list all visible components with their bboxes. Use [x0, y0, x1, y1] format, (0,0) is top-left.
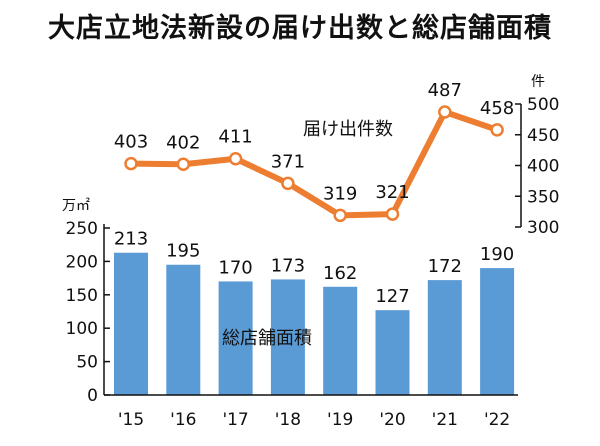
bar-0: [114, 252, 148, 395]
bar-2: [218, 281, 253, 395]
left-tick-label-1: 50: [76, 353, 98, 373]
line-value-label-1: 402: [166, 132, 200, 153]
bar-value-label-2: 170: [218, 257, 252, 278]
bar-5: [375, 310, 410, 395]
bar-value-label-5: 127: [375, 286, 409, 307]
bar-value-label-3: 173: [271, 255, 305, 276]
x-tick-label-7: '22: [484, 410, 510, 430]
bar-6: [427, 280, 462, 395]
x-tick-label-5: '20: [379, 410, 405, 430]
line-point-2: [228, 151, 243, 166]
right-tick-label-0: 300: [527, 218, 559, 238]
right-tick-label-3: 450: [527, 126, 559, 146]
line-point-3: [281, 176, 295, 191]
bar-7: [480, 268, 515, 395]
line-point-5: [385, 207, 400, 221]
line-series-name: 届け出件数: [303, 119, 393, 140]
chart-title: 大店立地法新設の届け出数と総店舗面積: [48, 13, 552, 44]
labels-layer: 213 195 170 173 162 127 172 190 403 402 411 371 319 3…: [114, 80, 514, 349]
line-point-1: [176, 157, 191, 172]
bar-value-label-7: 190: [480, 244, 514, 265]
x-axis: '15 '16 '17 '18 '19 '20 '21 '22: [104, 394, 518, 430]
left-tick-label-0: 0: [87, 386, 98, 406]
right-tick-label-2: 400: [527, 157, 559, 177]
line-value-label-0: 403: [114, 132, 148, 153]
x-tick-label-1: '16: [170, 410, 196, 430]
line-point-6: [438, 105, 452, 119]
bar-value-label-1: 195: [166, 241, 200, 262]
line-value-label-7: 458: [480, 98, 514, 119]
bar-value-label-0: 213: [114, 229, 148, 250]
x-tick-label-6: '21: [432, 410, 458, 430]
bars-layer: [114, 252, 515, 395]
line-value-label-5: 321: [375, 182, 409, 203]
line-point-4: [333, 208, 347, 223]
right-tick-label-1: 350: [527, 187, 559, 207]
line-value-label-4: 319: [323, 183, 357, 204]
right-axis-unit: 件: [531, 74, 545, 90]
line-point-7: [490, 123, 504, 137]
line-series-path: [128, 108, 501, 219]
bar-series-name: 総店舗面積: [222, 328, 312, 349]
x-tick-label-3: '18: [275, 410, 301, 430]
left-tick-label-2: 100: [66, 319, 98, 339]
right-tick-label-4: 500: [527, 95, 559, 115]
bar-4: [323, 286, 358, 395]
left-tick-label-3: 150: [66, 286, 98, 306]
line-value-label-6: 487: [428, 80, 462, 101]
bar-value-label-4: 162: [323, 263, 357, 284]
x-tick-label-2: '17: [222, 410, 248, 430]
right-axis: 300 350 400 450 500 件: [515, 74, 559, 238]
x-tick-label-4: '19: [327, 410, 353, 430]
line-layer: [124, 105, 504, 223]
left-axis: 0 50 100 150 200 250 万㎡: [62, 198, 110, 406]
left-tick-label-5: 250: [66, 219, 98, 239]
line-value-label-3: 371: [271, 151, 305, 172]
left-tick-label-4: 200: [66, 252, 98, 272]
line-point-0: [124, 156, 138, 171]
bar-value-label-6: 172: [428, 256, 462, 277]
line-value-label-2: 411: [218, 127, 252, 148]
bar-1: [166, 264, 201, 395]
left-axis-unit: 万㎡: [62, 198, 90, 214]
x-tick-label-0: '15: [118, 410, 144, 430]
bar-3: [270, 279, 305, 395]
